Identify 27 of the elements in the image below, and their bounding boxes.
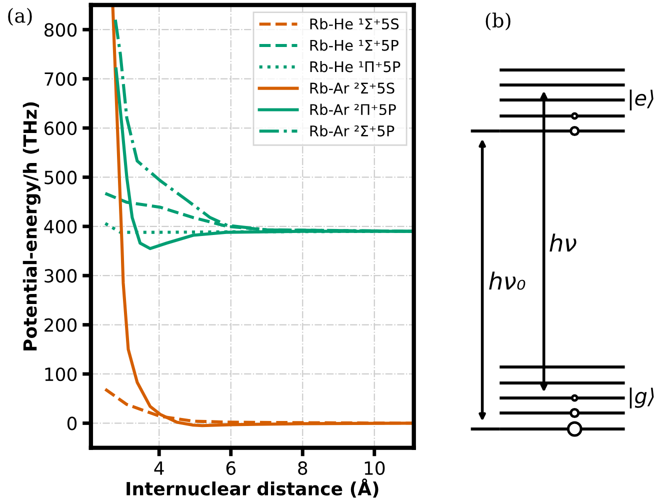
y-tick-label: 100: [45, 367, 77, 382]
y-tick-label: 300: [44, 269, 77, 283]
y-tick-label: 200: [44, 318, 77, 332]
x-tick-label: 8: [298, 461, 308, 475]
legend-label: Rb-He ¹Π⁺5P: [310, 60, 400, 72]
y-tick-label: 600: [44, 121, 77, 136]
y-axis-title: Potential-energy/h (THz): [22, 102, 41, 350]
text: |e⟩: [630, 90, 654, 110]
y-tick-label: 400: [44, 220, 77, 234]
legend-label: Rb-Ar ²Σ⁺5P: [310, 125, 394, 136]
y-tick-label: 500: [44, 170, 77, 184]
legend-label: Rb-He ¹Σ⁺5P: [310, 40, 398, 51]
x-axis-title: Internuclear distance (Å): [126, 478, 378, 498]
text: (b): [486, 12, 510, 30]
y-tick-label: 0: [67, 416, 77, 430]
text: |g⟩: [630, 388, 654, 408]
legend-label: Rb-Ar ²Σ⁺5S: [310, 82, 394, 94]
x-tick-label: 10: [364, 461, 385, 475]
x-tick-label: 6: [226, 461, 236, 475]
y-tick-label: 700: [44, 72, 77, 86]
text: hν₀: [489, 272, 526, 290]
y-tick-label: 800: [44, 23, 77, 37]
text: hν: [550, 234, 576, 252]
text: (a): [8, 8, 32, 26]
x-tick-label: 4: [154, 462, 164, 475]
legend-label: Rb-He ¹Σ⁺5S: [310, 18, 399, 30]
legend-label: Rb-Ar ²Π⁺5P: [310, 104, 396, 116]
